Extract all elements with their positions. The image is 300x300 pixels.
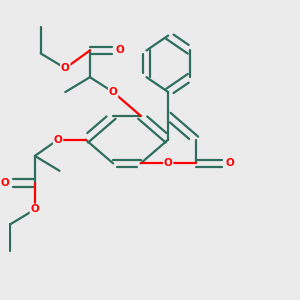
Text: O: O: [164, 158, 172, 168]
Text: O: O: [226, 158, 234, 168]
Text: O: O: [1, 178, 9, 188]
Text: O: O: [54, 135, 62, 145]
Text: O: O: [109, 87, 118, 97]
Text: O: O: [31, 204, 39, 214]
Text: O: O: [116, 45, 124, 56]
Text: O: O: [61, 63, 70, 73]
